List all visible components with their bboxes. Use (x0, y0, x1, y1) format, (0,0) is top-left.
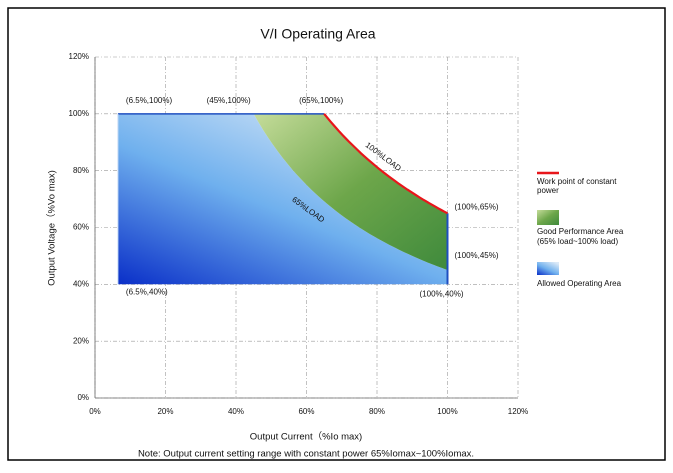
x-axis-label: Output Current（%Io max) (250, 431, 362, 443)
point-label: (100%,65%) (455, 202, 499, 211)
x-tick-label: 20% (157, 407, 173, 416)
point-label: (65%,100%) (299, 96, 343, 105)
note: Note: Output current setting range with … (138, 449, 474, 460)
allowed-area (117, 113, 448, 285)
x-tick-label: 120% (508, 407, 528, 416)
legend-label: Allowed Operating Area (537, 279, 622, 288)
point-label: (100%,45%) (455, 251, 499, 260)
legend-label: power (537, 186, 559, 195)
x-tick-label: 100% (437, 407, 457, 416)
point-label: (6.5%,100%) (126, 96, 173, 105)
constant-power-line (323, 113, 449, 215)
point-label: (6.5%,40%) (126, 287, 168, 296)
y-tick-label: 20% (73, 336, 89, 345)
y-tick-label: 80% (73, 166, 89, 175)
x-tick-label: 60% (298, 407, 314, 416)
y-tick-label: 100% (69, 109, 89, 118)
legend-label: Good Performance Area (537, 227, 624, 236)
chart-title: V/I Operating Area (260, 26, 375, 42)
x-tick-label: 0% (89, 407, 101, 416)
legend-swatch (537, 262, 559, 275)
good-area (253, 113, 448, 271)
y-tick-label: 60% (73, 223, 89, 232)
y-tick-label: 120% (69, 52, 89, 61)
point-label: (100%,40%) (420, 289, 464, 298)
y-tick-label: 40% (73, 279, 89, 288)
legend-label: Work point of constant (537, 177, 617, 186)
x-tick-label: 80% (369, 407, 385, 416)
legend-swatch (537, 210, 559, 225)
y-tick-label: 0% (77, 393, 89, 402)
x-tick-label: 40% (228, 407, 244, 416)
y-axis-label: Output Voltage（%Vo max) (46, 170, 58, 286)
legend-label: (65% load~100% load) (537, 237, 619, 246)
point-label: (45%,100%) (207, 96, 251, 105)
